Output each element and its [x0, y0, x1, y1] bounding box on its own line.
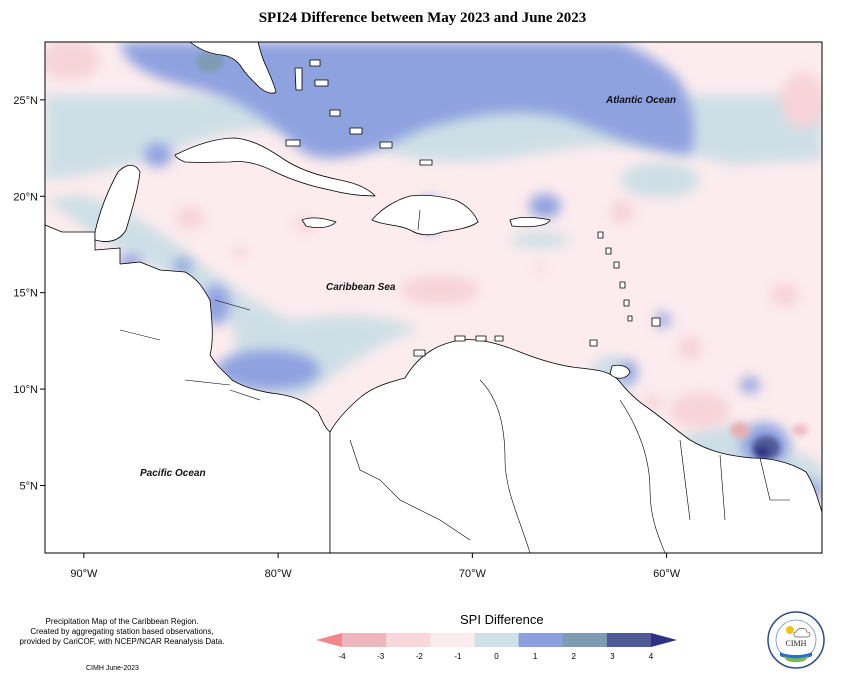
- lon-tick-label: 90°W: [70, 568, 98, 580]
- credit-text: CIMH June-2023: [86, 665, 139, 672]
- legend-tick-label: 4: [649, 652, 654, 661]
- legend-swatch: [386, 633, 431, 647]
- plot-frame: 90°W 80°W 70°W 60°W 25°N 20°N 15°N 10°N 5°N: [13, 41, 823, 580]
- lon-tick-label: 80°W: [265, 568, 293, 580]
- legend-tick-label: 2: [572, 652, 577, 661]
- lat-tick-label: 15°N: [13, 288, 38, 300]
- legend-colorbar: -4 -3 -2 -1 0 1 2 3 4: [316, 633, 677, 661]
- legend-swatch: [606, 633, 652, 647]
- map-caption: Precipitation Map of the Caribbean Regio…: [12, 617, 232, 647]
- legend-tick-label: 3: [610, 652, 615, 661]
- caption-line-3: provided by CariCOF, with NCEP/NCAR Rean…: [19, 637, 225, 646]
- legend-swatch: [518, 633, 564, 647]
- lat-tick-label: 25°N: [13, 95, 38, 107]
- legend-swatch: [430, 633, 475, 647]
- map-title: SPI24 Difference between May 2023 and Ju…: [258, 10, 587, 26]
- legend-tick-label: 0: [494, 652, 499, 661]
- legend-tick-label: -3: [377, 652, 385, 661]
- lat-tick-label: 10°N: [13, 384, 38, 396]
- legend-swatch: [474, 633, 520, 647]
- country-borders: [119, 209, 790, 554]
- caption-line-2: Created by aggregating station based obs…: [30, 627, 214, 636]
- legend-tick-label: -4: [338, 652, 346, 661]
- cimh-logo: CIMH: [767, 611, 825, 669]
- atlantic-ocean-label: Atlantic Ocean: [605, 95, 676, 106]
- lon-tick-label: 60°W: [653, 568, 681, 580]
- legend-tick-label: 1: [533, 652, 538, 661]
- legend-tick-label: -2: [416, 652, 424, 661]
- pacific-ocean-label: Pacific Ocean: [140, 468, 206, 479]
- logo-text: CIMH: [786, 639, 807, 648]
- cloud-icon: [793, 627, 811, 638]
- legend-tick-label: -1: [454, 652, 462, 661]
- sun-icon: [786, 626, 794, 634]
- legend-swatch: [562, 633, 608, 647]
- legend-swatch: [342, 633, 387, 647]
- lat-tick-label: 5°N: [20, 481, 39, 493]
- caribbean-sea-label: Caribbean Sea: [326, 282, 396, 293]
- legend-title: SPI Difference: [460, 612, 544, 627]
- legend-arrow-low: [316, 633, 342, 647]
- lon-tick-label: 70°W: [459, 568, 487, 580]
- caption-line-1: Precipitation Map of the Caribbean Regio…: [45, 617, 199, 626]
- land-masses: [44, 41, 823, 554]
- lat-tick-label: 20°N: [13, 191, 38, 203]
- legend-arrow-high: [651, 633, 677, 647]
